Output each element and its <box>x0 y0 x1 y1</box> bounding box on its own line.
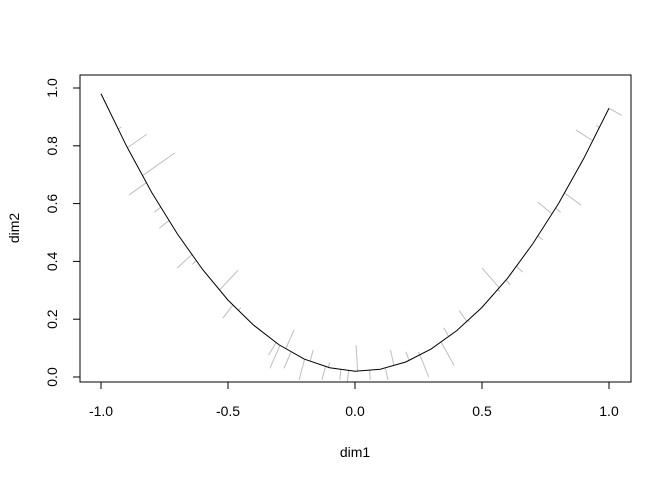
x-tick-label: 0.5 <box>472 403 492 419</box>
projection-segment-9 <box>222 304 234 319</box>
y-tick-label: 0.8 <box>44 136 60 156</box>
plot-box <box>79 74 632 383</box>
x-tick-label: -1.0 <box>89 403 113 419</box>
x-axis: -1.0 -0.5 0.0 0.5 1.0 <box>89 381 619 419</box>
projection-segment-1 <box>127 133 148 149</box>
projection-segment-28 <box>418 351 421 356</box>
y-tick-label: 0.2 <box>44 309 60 329</box>
x-axis-label: dim1 <box>340 444 371 460</box>
x-tick-label: -0.5 <box>216 403 240 419</box>
projection-segment-37 <box>537 235 544 241</box>
projection-segment-43 <box>608 107 622 116</box>
projection-segment-20 <box>339 369 342 380</box>
projection-segment-10 <box>238 307 242 311</box>
projection-segment-42 <box>596 125 600 128</box>
projection-segment-22 <box>346 370 350 382</box>
projection-segment-2 <box>142 152 175 176</box>
projection-segment-25 <box>390 350 395 366</box>
projection-segment-32 <box>458 310 468 322</box>
projection-segment-35 <box>497 289 501 293</box>
projection-segment-30 <box>443 327 450 337</box>
projection-segment-4 <box>154 206 162 213</box>
y-tick-label: 0.4 <box>44 251 60 271</box>
principal-curve <box>100 93 610 372</box>
projection-segment-7 <box>192 260 197 265</box>
y-tick-label: 0.0 <box>44 367 60 387</box>
projection-segment-19 <box>327 362 331 368</box>
projection-segment-15 <box>283 351 292 369</box>
projection-segment-0 <box>117 126 122 130</box>
projection-segment-14 <box>285 329 295 349</box>
projection-segment-6 <box>176 254 193 269</box>
projection-segment-21 <box>355 345 359 372</box>
y-axis: 0.0 0.2 0.4 0.6 0.8 1.0 <box>44 78 81 387</box>
projection-segment-8 <box>219 269 239 291</box>
projection-segment-16 <box>298 359 306 381</box>
projection-segment-3 <box>128 182 147 196</box>
projection-segment-12 <box>268 342 277 356</box>
projection-segment-41 <box>575 129 593 142</box>
x-tick-label: 1.0 <box>599 403 619 419</box>
projection-segment-18 <box>321 366 327 381</box>
y-tick-label: 0.6 <box>44 194 60 214</box>
projection-segment-34 <box>505 279 511 285</box>
projection-segment-24 <box>384 367 389 380</box>
projection-segment-13 <box>269 345 281 369</box>
projection-segment-5 <box>159 220 170 229</box>
projection-segment-40 <box>537 201 553 215</box>
x-tick-label: 0.0 <box>345 403 365 419</box>
projection-segment-29 <box>440 341 455 366</box>
projection-segment-38 <box>555 207 562 213</box>
projection-segment-23 <box>369 370 371 380</box>
projection-segment-39 <box>564 192 582 206</box>
projection-segment-36 <box>516 265 523 273</box>
projection-segment-27 <box>419 354 430 378</box>
projection-segment-17 <box>309 349 314 362</box>
y-axis-label: dim2 <box>6 213 22 244</box>
projection-segments <box>117 107 622 382</box>
projection-segment-26 <box>405 351 410 361</box>
projection-segment-33 <box>481 267 500 289</box>
y-tick-label: 1.0 <box>44 78 60 98</box>
